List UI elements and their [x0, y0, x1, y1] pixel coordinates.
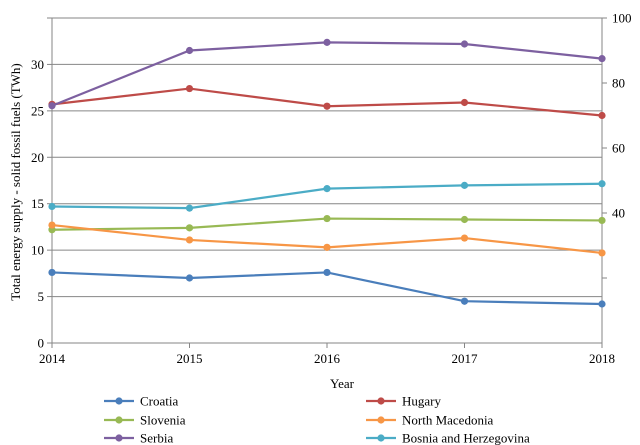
legend-label: Serbia [140, 431, 173, 445]
x-tick-label: 2017 [452, 351, 479, 366]
left-tick-label: 5 [38, 289, 45, 304]
legend-marker [377, 397, 385, 405]
x-tick-label: 2016 [314, 351, 341, 366]
legend-label: Bosnia and Herzegovina [402, 431, 530, 445]
data-point [185, 236, 194, 244]
data-point [598, 180, 606, 188]
left-tick-label: 25 [31, 103, 44, 118]
gridlines [52, 17, 602, 298]
series-lines [48, 38, 606, 308]
data-point [185, 84, 194, 93]
y-axis-label: Total energy supply - solid fossil fuels… [8, 63, 23, 301]
series-slovenia [48, 214, 606, 234]
x-tick-label: 2018 [589, 351, 615, 366]
right-tick-label: 40 [612, 206, 625, 221]
data-point [598, 55, 606, 63]
data-point [598, 216, 606, 225]
data-point [185, 274, 194, 282]
legend-marker [115, 416, 123, 424]
legend-item: Bosnia and Herzegovina [366, 431, 530, 445]
data-point [48, 221, 56, 229]
right-tick-label: 80 [612, 76, 625, 91]
series-serbia [48, 38, 606, 110]
legend: Croatia Hugary Slovenia North Macedonia Serb… [104, 394, 530, 445]
data-point [323, 243, 331, 251]
data-point [460, 40, 469, 48]
left-tick-label: 0 [38, 336, 45, 351]
series-bosnia-and-herzegovina [48, 180, 606, 212]
legend-marker [115, 397, 123, 405]
data-point [598, 300, 606, 308]
data-point [323, 214, 331, 223]
legend-item: Slovenia [104, 413, 186, 428]
legend-marker [377, 416, 385, 424]
data-point [323, 185, 331, 193]
axes [47, 17, 607, 348]
legend-label: Slovenia [140, 413, 186, 428]
data-point [460, 215, 469, 224]
data-point [185, 224, 194, 232]
right-tick-label: 100 [612, 11, 632, 26]
series-croatia [48, 268, 606, 308]
left-tick-label: 20 [31, 150, 44, 165]
legend-label: Croatia [140, 394, 178, 409]
data-point [460, 234, 469, 242]
data-point [598, 111, 606, 120]
legend-label: Hugary [402, 394, 441, 409]
series-north-macedonia [48, 221, 606, 257]
data-point [48, 202, 56, 211]
tick-labels: 0 5 10 15 20 25 30 40 60 80 100 2014 2015 2016 2017 201… [31, 11, 632, 367]
legend-item: Serbia [104, 431, 173, 445]
left-tick-label: 15 [31, 196, 44, 211]
x-axis-label: Year [330, 376, 355, 391]
data-point [48, 268, 56, 277]
legend-item: Croatia [104, 394, 178, 409]
x-tick-label: 2015 [177, 351, 203, 366]
legend-item: North Macedonia [366, 413, 494, 428]
series-hugary [48, 84, 606, 120]
legend-label: North Macedonia [402, 413, 494, 428]
data-point [460, 297, 469, 305]
left-tick-label: 10 [31, 243, 44, 258]
legend-marker [377, 434, 385, 442]
x-tick-label: 2014 [39, 351, 66, 366]
series-line [51, 41, 603, 107]
right-tick-label: 60 [612, 141, 625, 156]
data-point [598, 249, 606, 257]
legend-item: Hugary [366, 394, 441, 409]
data-point [323, 38, 331, 46]
data-point [460, 181, 469, 189]
data-point [48, 102, 56, 110]
legend-marker [115, 434, 123, 442]
series-line [51, 271, 603, 306]
left-tick-label: 30 [31, 57, 44, 72]
data-point [185, 204, 194, 212]
data-point [323, 268, 331, 277]
data-point [323, 102, 331, 110]
data-point [460, 98, 469, 107]
data-point [185, 46, 194, 55]
series-line [51, 87, 603, 117]
